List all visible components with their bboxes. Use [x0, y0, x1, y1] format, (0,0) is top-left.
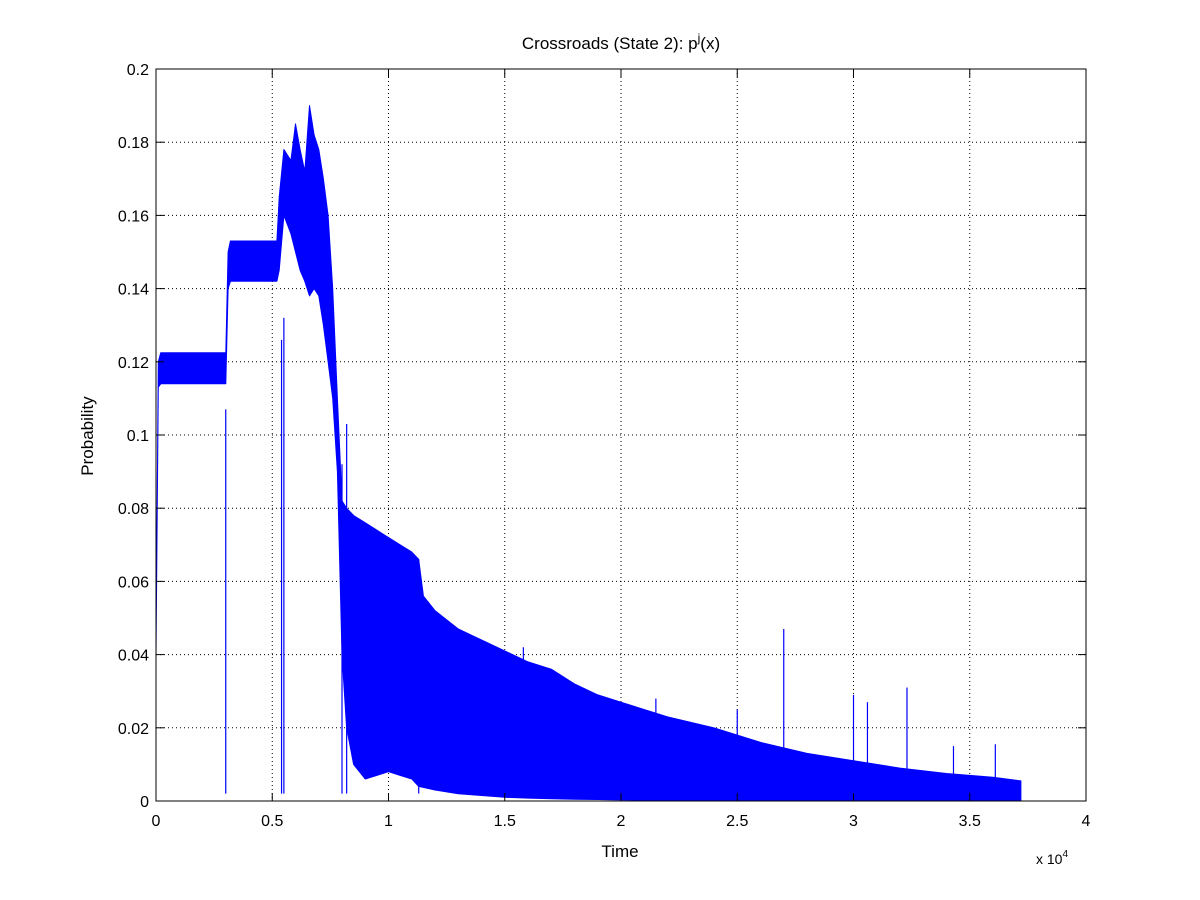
- chart-title-main: Crossroads (State 2): p: [522, 34, 698, 53]
- series-band: [155, 105, 1022, 801]
- x-tick-label: 0: [152, 813, 161, 830]
- x-tick-labels: 0 0.5 1 1.5 2 2.5 3 3.5 4: [152, 813, 1091, 830]
- y-tick-label: 0: [140, 794, 149, 811]
- x-tick-label: 0.5: [261, 813, 283, 830]
- data-series: [155, 105, 1022, 801]
- x-tick-label: 3.5: [959, 813, 981, 830]
- x-tick-label: 2: [617, 813, 626, 830]
- chart-title-suffix: (x): [700, 34, 720, 53]
- y-tick-label: 0.06: [118, 574, 149, 591]
- x-tick-label: 1.5: [494, 813, 516, 830]
- y-tick-label: 0.04: [118, 648, 149, 665]
- y-tick-label: 0.08: [118, 501, 149, 518]
- x-tick-label: 4: [1082, 813, 1091, 830]
- y-tick-label: 0.12: [118, 355, 149, 372]
- chart-title-superscript: j: [697, 31, 701, 45]
- x-tick-label: 3: [849, 813, 858, 830]
- y-tick-label: 0.2: [127, 62, 149, 79]
- y-tick-label: 0.18: [118, 135, 149, 152]
- tick-marks: [155, 68, 1087, 802]
- y-tick-label: 0.16: [118, 208, 149, 225]
- x-axis-multiplier: x 104: [1036, 849, 1068, 867]
- y-tick-label: 0.02: [118, 721, 149, 738]
- x-axis-multiplier-exponent: 4: [1062, 849, 1068, 860]
- x-tick-label: 2.5: [726, 813, 748, 830]
- y-tick-label: 0.14: [118, 282, 149, 299]
- x-axis-label: Time: [601, 842, 638, 861]
- y-tick-labels: 0 0.02 0.04 0.06 0.08 0.1 0.12 0.14 0.16 0.18 0.2: [118, 62, 149, 811]
- x-tick-label: 1: [384, 813, 393, 830]
- y-tick-label: 0.1: [127, 428, 149, 445]
- chart-title: Crossroads (State 2): pj(x): [522, 31, 720, 53]
- x-axis-multiplier-base: x 10: [1036, 851, 1063, 867]
- y-axis-label: Probability: [78, 396, 97, 476]
